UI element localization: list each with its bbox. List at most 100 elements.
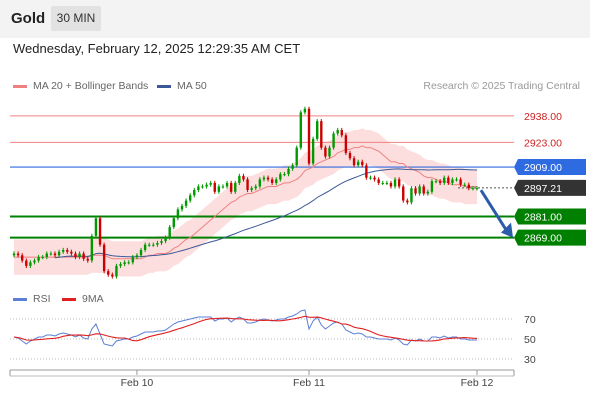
candle: [238, 175, 241, 183]
candle: [258, 179, 262, 187]
rsi-9ma-line: [13, 315, 478, 342]
candle: [397, 179, 401, 187]
candle: [475, 188, 479, 190]
candle: [33, 260, 36, 263]
candle: [377, 179, 380, 183]
candle: [381, 182, 384, 184]
price-label-2909.00: 2909.00: [524, 162, 562, 174]
candle: [197, 186, 200, 190]
candle: [213, 182, 216, 192]
candle: [127, 262, 130, 264]
candle: [107, 271, 110, 275]
candle: [78, 253, 81, 258]
candle: [332, 133, 335, 148]
candle: [324, 147, 327, 157]
candle: [320, 121, 323, 148]
candle: [184, 200, 188, 206]
candle: [447, 177, 450, 183]
candle: [348, 152, 352, 159]
candle: [193, 190, 196, 196]
price-label-2923.00: 2923.00: [524, 137, 562, 149]
legend-ma20-label: MA 20 + Bollinger Bands: [33, 80, 149, 92]
research-credit: Research © 2025 Trading Central: [423, 80, 580, 92]
candle: [143, 244, 147, 250]
forecast-arrowhead: [501, 222, 513, 238]
candle: [66, 250, 69, 252]
chart-header: Gold 30 MIN: [0, 0, 590, 38]
candle: [115, 265, 118, 277]
x-tick-feb-12: Feb 12: [461, 377, 494, 389]
candle: [254, 186, 257, 189]
candle: [90, 235, 94, 261]
candle: [459, 179, 462, 185]
candle: [12, 253, 16, 256]
candle: [172, 218, 175, 228]
candle: [422, 186, 425, 194]
candle: [328, 147, 331, 157]
candle: [463, 184, 466, 186]
candle: [82, 253, 85, 259]
candle: [119, 264, 122, 266]
candle: [299, 112, 303, 148]
candle: [352, 158, 356, 166]
candle: [389, 182, 393, 187]
x-tick-feb-11: Feb 11: [293, 377, 325, 389]
candle: [336, 130, 339, 134]
timeframe-badge[interactable]: 30 MIN: [51, 6, 101, 31]
candle: [25, 260, 28, 266]
legend-rsi-label: RSI: [33, 293, 51, 305]
candle: [49, 253, 53, 255]
candle: [385, 182, 389, 184]
candle: [279, 174, 282, 180]
candle: [365, 165, 368, 178]
candle: [86, 258, 89, 261]
ma9-swatch: [62, 297, 76, 301]
candle: [410, 188, 413, 203]
legend-9ma: 9MA: [62, 293, 104, 305]
bollinger-band: [14, 128, 477, 277]
price-label-2881.00: 2881.00: [524, 211, 562, 223]
candle: [295, 147, 298, 166]
candle: [316, 121, 319, 139]
price-label-2869.00: 2869.00: [524, 233, 562, 245]
price-tag-2869.00: [514, 229, 586, 246]
candle: [135, 255, 139, 258]
candle: [340, 130, 343, 136]
chart-datetime: Wednesday, February 12, 2025 12:29:35 AM…: [13, 41, 301, 56]
candle: [53, 253, 57, 256]
candle: [426, 191, 430, 194]
candle: [45, 253, 48, 258]
candle: [188, 195, 192, 201]
candle: [217, 186, 221, 192]
candle: [98, 218, 102, 245]
candle: [283, 174, 286, 176]
candle: [451, 179, 454, 183]
candle: [131, 257, 135, 263]
candle: [209, 182, 212, 185]
rsi-tick-30: 30: [524, 354, 536, 366]
candle: [291, 165, 294, 169]
candle: [57, 251, 61, 256]
candle: [467, 184, 471, 189]
candle: [242, 175, 245, 180]
candle: [287, 168, 290, 175]
candle: [438, 181, 442, 183]
candle: [311, 138, 315, 164]
price-tag-2909.00: [514, 159, 586, 176]
candle: [250, 188, 253, 190]
ma20-swatch: [13, 84, 27, 88]
candle: [393, 179, 397, 187]
candle: [111, 274, 114, 277]
legend-9ma-label: 9MA: [82, 293, 104, 305]
forecast-arrow: [479, 189, 508, 231]
candle: [148, 244, 151, 246]
candle: [373, 177, 376, 180]
candle: [41, 257, 44, 259]
candle: [234, 182, 237, 192]
price-tag-2881.00: [514, 208, 586, 225]
candle: [164, 237, 167, 242]
candle: [94, 218, 98, 236]
legend-ma50-label: MA 50: [177, 80, 207, 92]
candle: [29, 262, 32, 266]
